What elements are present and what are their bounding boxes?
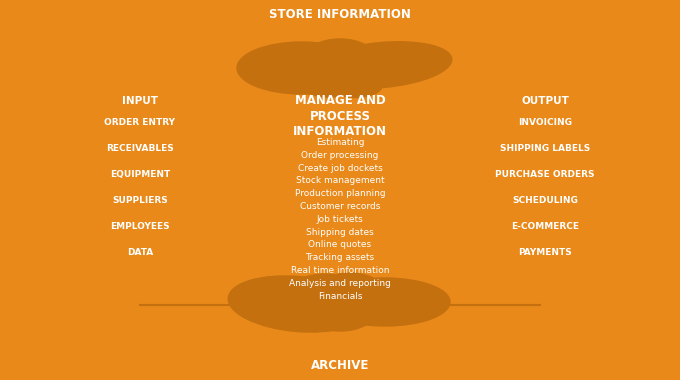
Ellipse shape bbox=[320, 273, 380, 301]
Ellipse shape bbox=[292, 274, 358, 304]
Text: E-COMMERCE: E-COMMERCE bbox=[511, 222, 579, 231]
Text: Analysis and reporting: Analysis and reporting bbox=[289, 279, 391, 288]
Text: SUPPLIERS: SUPPLIERS bbox=[112, 196, 168, 205]
Text: Shipping dates: Shipping dates bbox=[306, 228, 374, 237]
Ellipse shape bbox=[305, 293, 375, 331]
Text: SHIPPING LABELS: SHIPPING LABELS bbox=[500, 144, 590, 153]
Text: Create job dockets: Create job dockets bbox=[298, 164, 382, 173]
Text: Financials: Financials bbox=[318, 291, 362, 301]
Text: EQUIPMENT: EQUIPMENT bbox=[110, 170, 170, 179]
Text: Real time information: Real time information bbox=[291, 266, 389, 275]
Text: Stock management: Stock management bbox=[296, 176, 384, 185]
Text: Tracking assets: Tracking assets bbox=[305, 253, 375, 262]
Text: DATA: DATA bbox=[127, 248, 153, 257]
Ellipse shape bbox=[228, 276, 368, 332]
Text: PAYMENTS: PAYMENTS bbox=[518, 248, 572, 257]
Ellipse shape bbox=[237, 42, 367, 94]
Text: ARCHIVE: ARCHIVE bbox=[311, 359, 369, 372]
Text: Production planning: Production planning bbox=[294, 189, 386, 198]
Ellipse shape bbox=[300, 69, 360, 97]
Ellipse shape bbox=[312, 42, 452, 88]
Text: STORE INFORMATION: STORE INFORMATION bbox=[269, 8, 411, 21]
Ellipse shape bbox=[305, 39, 375, 77]
Text: EMPLOYEES: EMPLOYEES bbox=[110, 222, 170, 231]
Text: ORDER ENTRY: ORDER ENTRY bbox=[105, 118, 175, 127]
Text: Order processing: Order processing bbox=[301, 151, 379, 160]
Text: SCHEDULING: SCHEDULING bbox=[512, 196, 578, 205]
Text: Online quotes: Online quotes bbox=[309, 241, 371, 249]
Text: Job tickets: Job tickets bbox=[317, 215, 363, 224]
Ellipse shape bbox=[328, 73, 382, 98]
Text: MANAGE AND
PROCESS
INFORMATION: MANAGE AND PROCESS INFORMATION bbox=[293, 94, 387, 138]
Text: Customer records: Customer records bbox=[300, 202, 380, 211]
Text: INPUT: INPUT bbox=[122, 96, 158, 106]
Text: PURCHASE ORDERS: PURCHASE ORDERS bbox=[495, 170, 595, 179]
Text: Estimating: Estimating bbox=[316, 138, 364, 147]
Text: RECEIVABLES: RECEIVABLES bbox=[106, 144, 174, 153]
Text: OUTPUT: OUTPUT bbox=[521, 96, 569, 106]
Ellipse shape bbox=[320, 278, 450, 326]
Text: INVOICING: INVOICING bbox=[518, 118, 572, 127]
